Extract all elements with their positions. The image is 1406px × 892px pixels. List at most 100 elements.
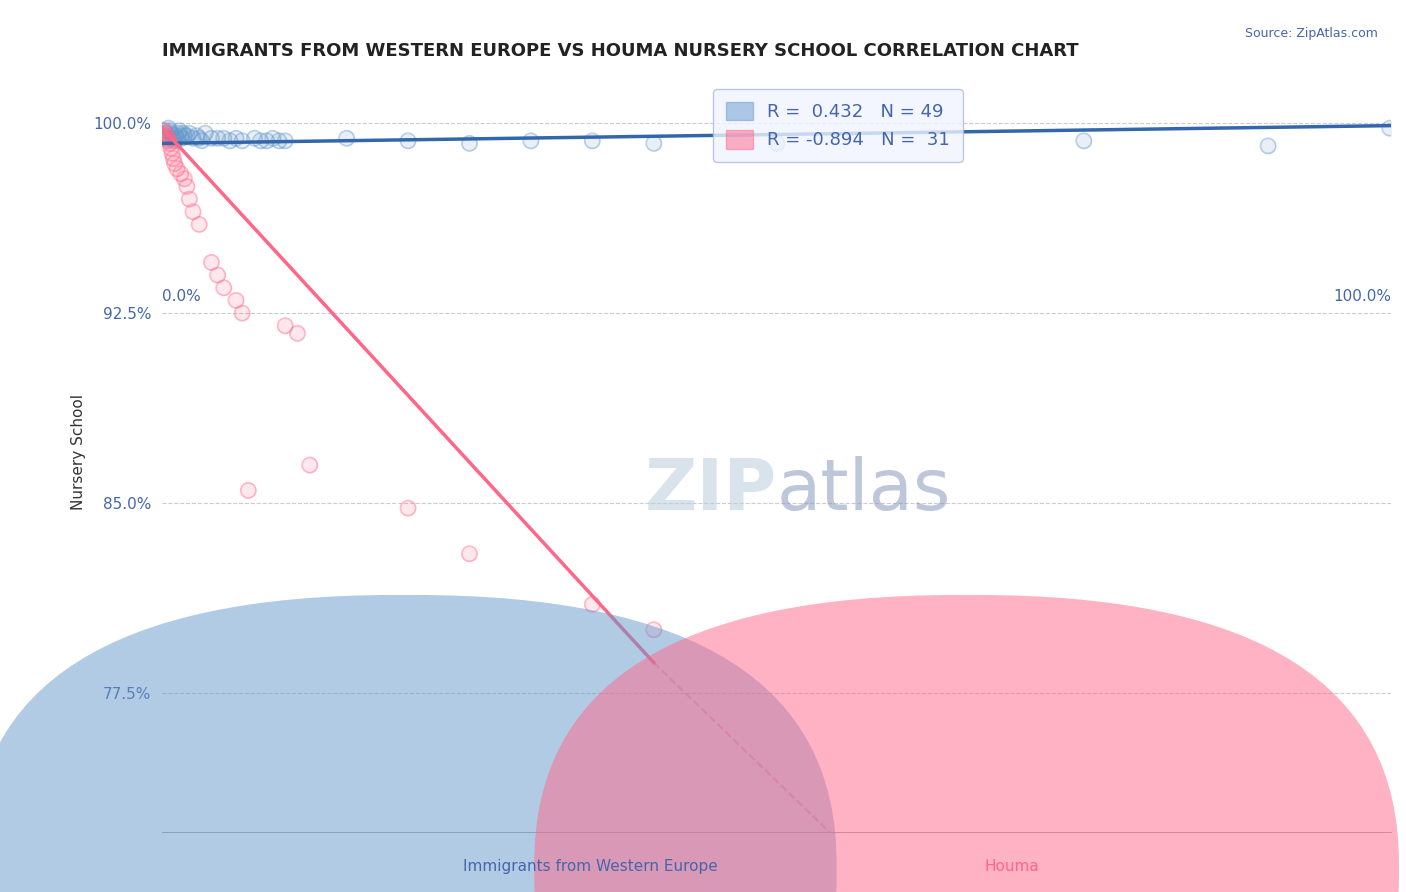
Point: [262, 131, 284, 145]
Point: [458, 547, 481, 561]
Point: [262, 131, 284, 145]
Point: [176, 128, 198, 143]
Point: [179, 192, 201, 206]
Point: [186, 128, 208, 143]
Point: [225, 293, 247, 308]
Point: [458, 136, 481, 151]
Point: [1257, 139, 1279, 153]
Point: [173, 171, 195, 186]
Point: [152, 128, 174, 143]
Point: [160, 128, 183, 143]
Point: [176, 179, 198, 194]
Point: [520, 134, 543, 148]
Point: [200, 131, 222, 145]
Text: 100.0%: 100.0%: [1333, 289, 1391, 304]
Point: [170, 131, 193, 145]
Point: [165, 128, 187, 143]
Point: [163, 134, 186, 148]
Point: [156, 131, 179, 145]
Point: [396, 134, 419, 148]
Point: [520, 134, 543, 148]
Point: [160, 141, 183, 155]
Point: [274, 134, 297, 148]
Point: [212, 131, 235, 145]
Point: [396, 134, 419, 148]
Point: [153, 124, 176, 138]
Point: [218, 134, 240, 148]
Point: [172, 126, 194, 140]
Point: [274, 318, 297, 333]
Point: [152, 124, 174, 138]
Point: [1378, 121, 1400, 136]
Point: [188, 218, 211, 232]
Point: [167, 126, 190, 140]
Point: [162, 152, 184, 166]
Point: [157, 134, 180, 148]
Point: [256, 134, 278, 148]
Point: [173, 128, 195, 143]
Point: [190, 134, 212, 148]
Point: [336, 131, 359, 145]
Point: [173, 171, 195, 186]
Point: [200, 255, 222, 269]
Point: [159, 124, 181, 138]
Point: [207, 268, 229, 282]
Point: [166, 161, 188, 176]
Point: [1073, 134, 1095, 148]
Point: [581, 598, 603, 612]
Point: [155, 126, 177, 140]
Point: [157, 134, 180, 148]
Point: [581, 598, 603, 612]
Point: [243, 131, 266, 145]
Point: [159, 124, 181, 138]
Point: [249, 134, 271, 148]
Point: [165, 128, 187, 143]
Point: [160, 128, 183, 143]
Point: [396, 501, 419, 516]
Point: [156, 131, 179, 145]
Text: ZIP: ZIP: [644, 456, 776, 524]
Point: [225, 131, 247, 145]
Point: [152, 124, 174, 138]
Point: [179, 192, 201, 206]
Point: [156, 131, 179, 145]
Point: [287, 326, 309, 341]
Point: [163, 156, 186, 170]
Point: [155, 128, 177, 143]
Point: [188, 131, 211, 145]
Point: [1378, 121, 1400, 136]
Point: [194, 126, 217, 140]
Point: [153, 126, 176, 140]
Point: [1257, 139, 1279, 153]
Point: [396, 501, 419, 516]
Point: [200, 131, 222, 145]
Point: [176, 128, 198, 143]
Text: Source: ZipAtlas.com: Source: ZipAtlas.com: [1244, 27, 1378, 40]
Point: [298, 458, 321, 472]
Point: [238, 483, 260, 498]
Point: [163, 134, 186, 148]
Point: [212, 281, 235, 295]
Point: [207, 131, 229, 145]
Point: [157, 121, 180, 136]
Point: [200, 255, 222, 269]
Point: [155, 128, 177, 143]
Point: [287, 326, 309, 341]
Point: [162, 152, 184, 166]
Point: [160, 126, 183, 140]
Y-axis label: Nursery School: Nursery School: [72, 394, 86, 510]
Point: [159, 136, 181, 151]
Point: [581, 134, 603, 148]
Point: [274, 318, 297, 333]
Point: [188, 131, 211, 145]
Point: [166, 131, 188, 145]
Point: [207, 268, 229, 282]
Point: [190, 134, 212, 148]
Point: [238, 483, 260, 498]
Point: [643, 623, 665, 637]
Point: [274, 134, 297, 148]
Point: [170, 167, 193, 181]
Point: [153, 124, 176, 138]
Point: [765, 136, 787, 151]
Point: [458, 547, 481, 561]
